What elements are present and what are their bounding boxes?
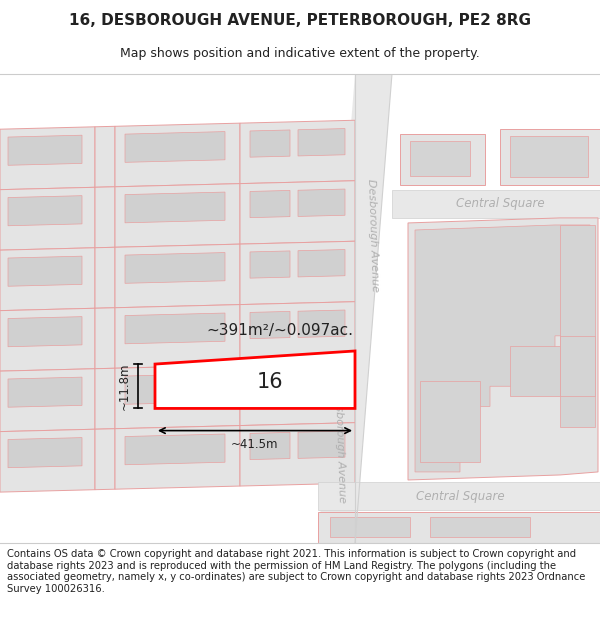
Polygon shape bbox=[115, 123, 240, 187]
Polygon shape bbox=[115, 244, 240, 308]
Polygon shape bbox=[115, 184, 240, 248]
Bar bbox=[318, 482, 600, 510]
Polygon shape bbox=[8, 377, 82, 408]
Polygon shape bbox=[298, 249, 345, 277]
Text: Contains OS data © Crown copyright and database right 2021. This information is : Contains OS data © Crown copyright and d… bbox=[7, 549, 586, 594]
Bar bbox=[430, 518, 530, 538]
Polygon shape bbox=[240, 120, 355, 184]
Polygon shape bbox=[298, 129, 345, 156]
Polygon shape bbox=[95, 187, 115, 248]
Polygon shape bbox=[298, 189, 345, 216]
Polygon shape bbox=[0, 429, 95, 492]
Polygon shape bbox=[240, 181, 355, 244]
Polygon shape bbox=[8, 135, 82, 165]
Bar bbox=[392, 189, 600, 218]
Polygon shape bbox=[95, 248, 115, 308]
Polygon shape bbox=[0, 308, 95, 371]
Polygon shape bbox=[115, 426, 240, 489]
Polygon shape bbox=[95, 429, 115, 490]
Polygon shape bbox=[115, 365, 240, 429]
Bar bbox=[420, 381, 480, 462]
Polygon shape bbox=[125, 313, 225, 344]
Polygon shape bbox=[240, 362, 355, 426]
Bar bbox=[410, 141, 470, 176]
Polygon shape bbox=[125, 253, 225, 283]
Text: Central Square: Central Square bbox=[416, 489, 505, 502]
Polygon shape bbox=[0, 248, 95, 311]
Text: Desborough Avenue: Desborough Avenue bbox=[333, 390, 347, 503]
Polygon shape bbox=[0, 188, 95, 250]
Polygon shape bbox=[125, 374, 225, 404]
Polygon shape bbox=[8, 438, 82, 468]
Text: Desborough Avenue: Desborough Avenue bbox=[366, 178, 380, 292]
Polygon shape bbox=[0, 127, 95, 189]
Text: ~41.5m: ~41.5m bbox=[231, 438, 279, 451]
Polygon shape bbox=[0, 369, 95, 432]
Polygon shape bbox=[298, 371, 345, 398]
Bar bbox=[510, 136, 588, 177]
Polygon shape bbox=[95, 126, 115, 188]
Polygon shape bbox=[318, 74, 392, 542]
Text: 16, DESBOROUGH AVENUE, PETERBOROUGH, PE2 8RG: 16, DESBOROUGH AVENUE, PETERBOROUGH, PE2… bbox=[69, 13, 531, 28]
Polygon shape bbox=[125, 192, 225, 223]
Polygon shape bbox=[8, 317, 82, 347]
Bar bbox=[560, 336, 595, 396]
Polygon shape bbox=[8, 256, 82, 286]
Polygon shape bbox=[155, 351, 355, 408]
Bar bbox=[400, 134, 485, 184]
Polygon shape bbox=[250, 130, 290, 157]
Text: Map shows position and indicative extent of the property.: Map shows position and indicative extent… bbox=[120, 47, 480, 59]
Polygon shape bbox=[240, 422, 355, 486]
Polygon shape bbox=[240, 241, 355, 304]
Polygon shape bbox=[240, 302, 355, 365]
Text: ~391m²/~0.097ac.: ~391m²/~0.097ac. bbox=[206, 323, 353, 338]
Polygon shape bbox=[115, 304, 240, 368]
Bar bbox=[500, 129, 600, 184]
Polygon shape bbox=[125, 132, 225, 162]
Polygon shape bbox=[408, 218, 598, 480]
Polygon shape bbox=[415, 225, 590, 472]
Bar bbox=[560, 225, 595, 427]
Polygon shape bbox=[250, 251, 290, 278]
Polygon shape bbox=[95, 368, 115, 429]
Text: ~11.8m: ~11.8m bbox=[118, 362, 131, 410]
Polygon shape bbox=[250, 432, 290, 459]
Polygon shape bbox=[298, 310, 345, 338]
Bar bbox=[330, 518, 410, 538]
Polygon shape bbox=[250, 372, 290, 399]
Polygon shape bbox=[250, 311, 290, 339]
Bar bbox=[510, 346, 585, 396]
Polygon shape bbox=[250, 191, 290, 218]
Polygon shape bbox=[298, 431, 345, 458]
Text: Central Square: Central Square bbox=[455, 198, 544, 210]
Polygon shape bbox=[8, 196, 82, 226]
Polygon shape bbox=[125, 434, 225, 465]
Text: 16: 16 bbox=[257, 372, 283, 392]
Polygon shape bbox=[95, 308, 115, 369]
Bar bbox=[318, 512, 600, 542]
